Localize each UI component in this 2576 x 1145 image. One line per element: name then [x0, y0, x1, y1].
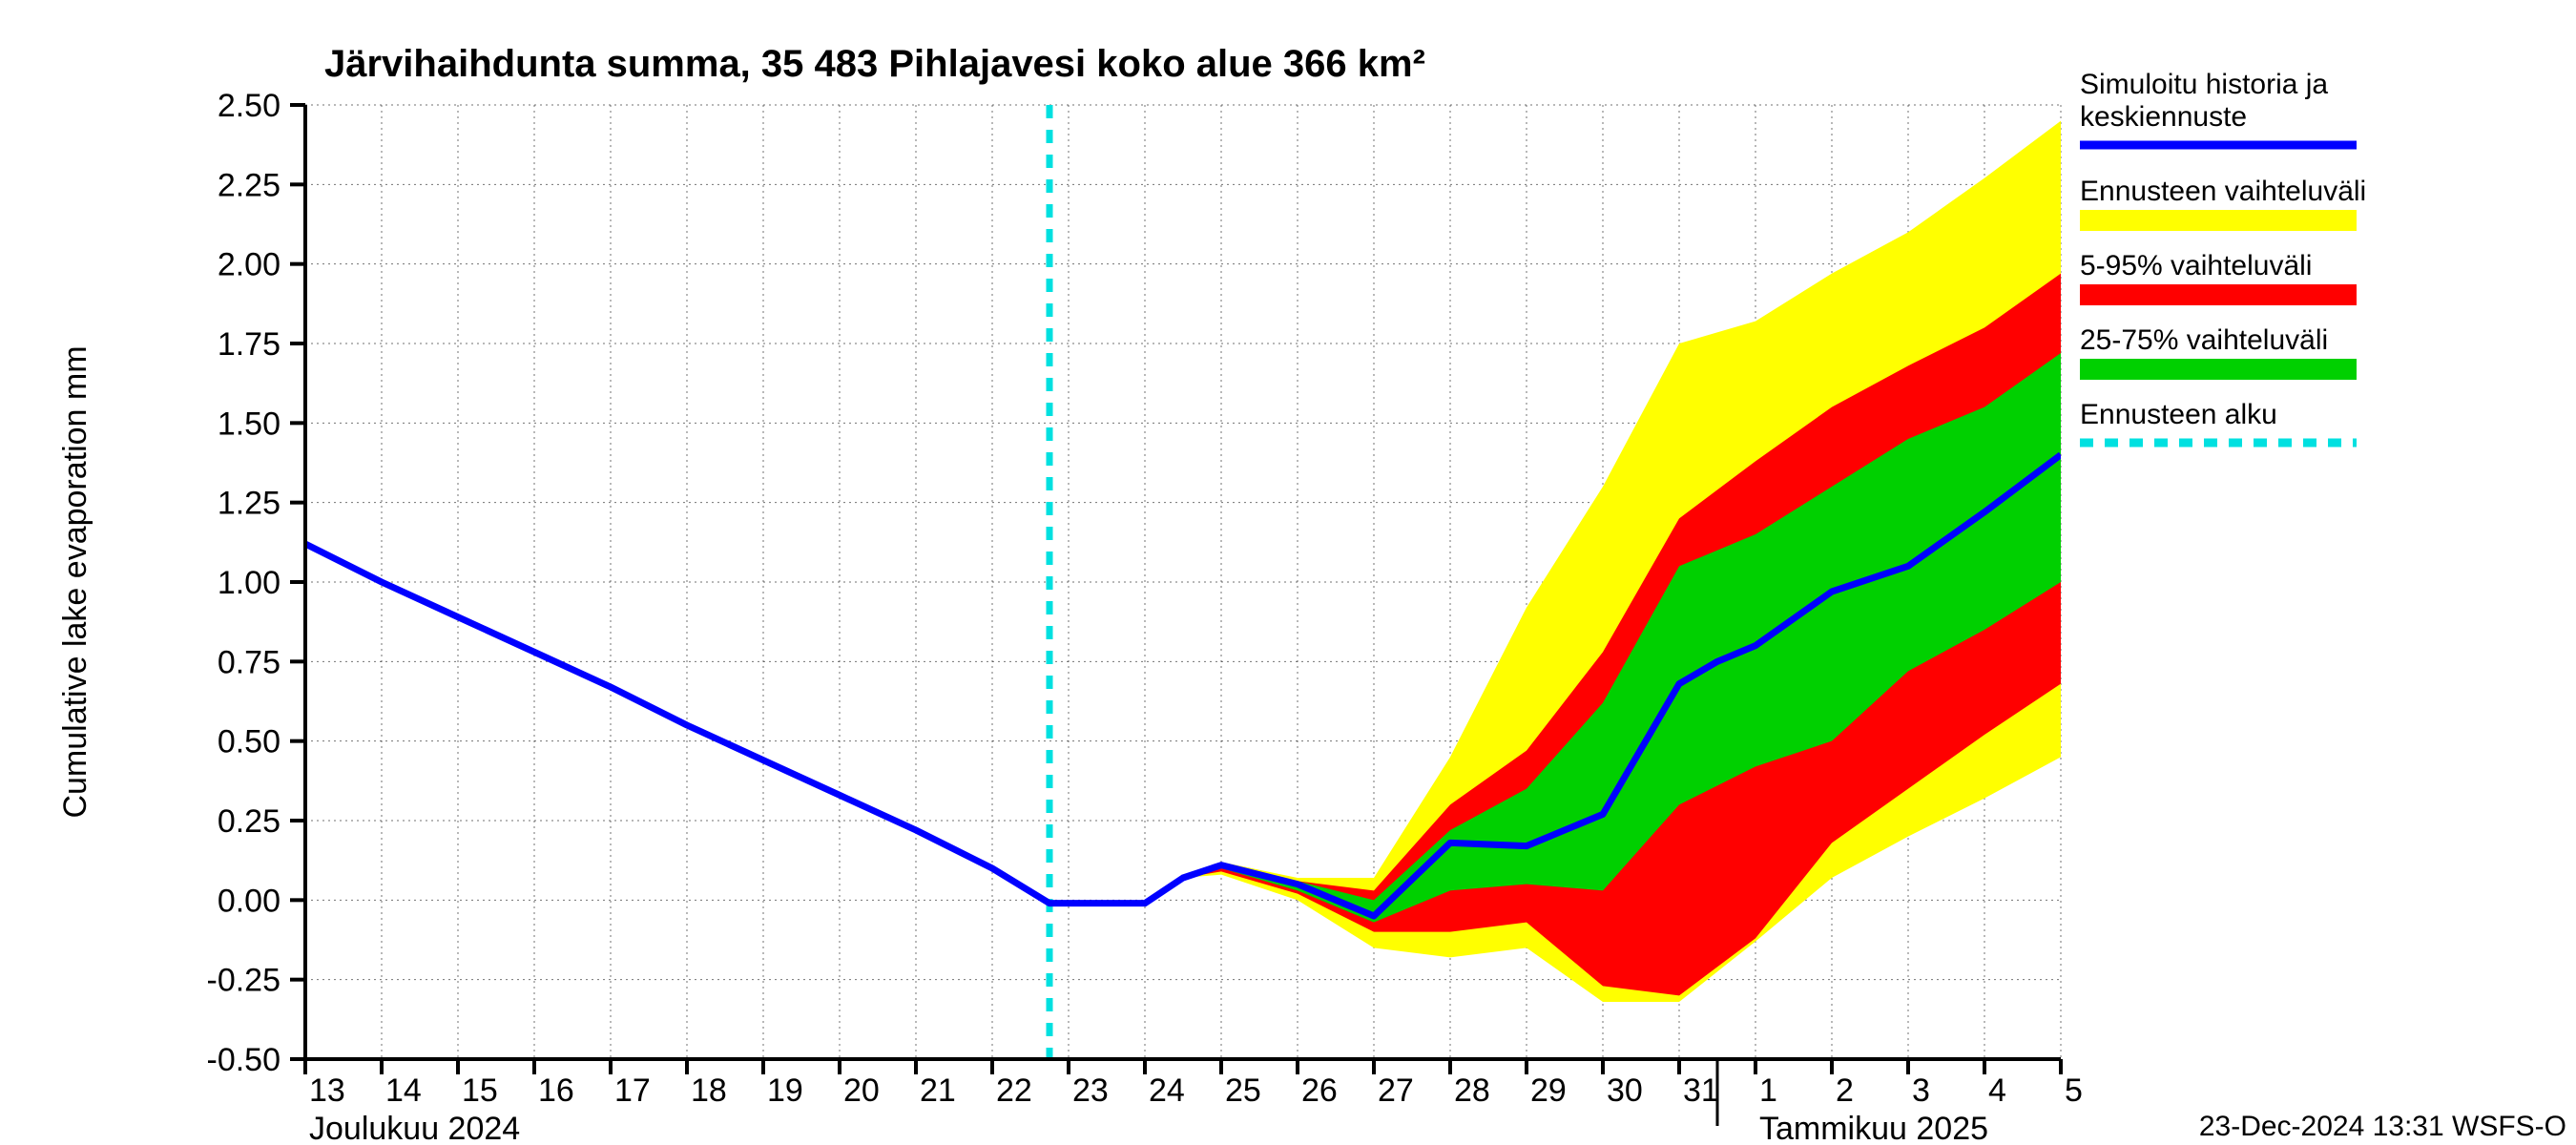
legend-swatch: [2080, 284, 2357, 305]
y-tick-label: -0.25: [207, 963, 281, 999]
chart-svg: -0.50 -0.25 0.00 0.25 0.50 0.75 1.00 1.25 1.50 1.…: [0, 0, 2576, 1145]
chart-title: Järvihaihdunta summa, 35 483 Pihlajavesi…: [324, 43, 1425, 85]
x-tick-label: 16: [538, 1072, 574, 1109]
legend-swatch: [2080, 359, 2357, 380]
x-tick-label: 14: [385, 1072, 422, 1109]
x-tick-label: 23: [1072, 1072, 1109, 1109]
month-label-left-1: Joulukuu 2024: [309, 1111, 520, 1145]
x-tick-label: 24: [1149, 1072, 1185, 1109]
y-tick-label: 2.50: [218, 88, 280, 124]
footer-timestamp: 23-Dec-2024 13:31 WSFS-O: [2199, 1111, 2566, 1142]
x-tick-label: 5: [2065, 1072, 2083, 1109]
x-tick-label: 18: [691, 1072, 727, 1109]
x-tick-label: 30: [1607, 1072, 1643, 1109]
x-tick-label: 21: [920, 1072, 956, 1109]
x-tick-label: 20: [843, 1072, 880, 1109]
legend-label: 5-95% vaihteluväli: [2080, 250, 2312, 281]
y-tick-label: 2.00: [218, 247, 280, 283]
legend-swatch: [2080, 210, 2357, 231]
x-tick-label: 26: [1301, 1072, 1338, 1109]
chart-container: -0.50 -0.25 0.00 0.25 0.50 0.75 1.00 1.25 1.50 1.…: [0, 0, 2576, 1145]
legend-label: Ennusteen alku: [2080, 399, 2277, 430]
y-tick-label: 1.50: [218, 406, 280, 442]
y-tick-label: 0.50: [218, 724, 280, 760]
month-label-right-1: Tammikuu 2025: [1759, 1111, 1988, 1145]
y-tick-label: 0.00: [218, 883, 280, 919]
x-tick-label: 25: [1225, 1072, 1261, 1109]
x-tick-label: 19: [767, 1072, 803, 1109]
x-tick-label: 1: [1759, 1072, 1777, 1109]
legend-label: Ennusteen vaihteluväli: [2080, 176, 2366, 207]
x-tick-label: 2: [1836, 1072, 1854, 1109]
legend-label: keskiennuste: [2080, 101, 2247, 133]
y-tick-label: 1.25: [218, 486, 280, 522]
x-tick-label: 28: [1454, 1072, 1490, 1109]
y-tick-label: 0.75: [218, 644, 280, 680]
x-tick-label: 31: [1683, 1072, 1719, 1109]
x-tick-label: 17: [614, 1072, 651, 1109]
y-tick-label: 1.00: [218, 565, 280, 601]
x-tick-label: 27: [1378, 1072, 1414, 1109]
legend-label: 25-75% vaihteluväli: [2080, 324, 2328, 356]
x-tick-label: 3: [1912, 1072, 1930, 1109]
x-tick-label: 4: [1988, 1072, 2006, 1109]
y-tick-label: 2.25: [218, 167, 280, 203]
x-tick-label: 15: [462, 1072, 498, 1109]
y-tick-label: 1.75: [218, 326, 280, 363]
y-tick-label: -0.50: [207, 1042, 281, 1078]
y-axis-label: Cumulative lake evaporation mm: [57, 345, 93, 818]
x-tick-label: 13: [309, 1072, 345, 1109]
legend-label: Simuloitu historia ja: [2080, 69, 2328, 100]
y-tick-label: 0.25: [218, 803, 280, 840]
x-tick-label: 22: [996, 1072, 1032, 1109]
x-tick-label: 29: [1530, 1072, 1567, 1109]
